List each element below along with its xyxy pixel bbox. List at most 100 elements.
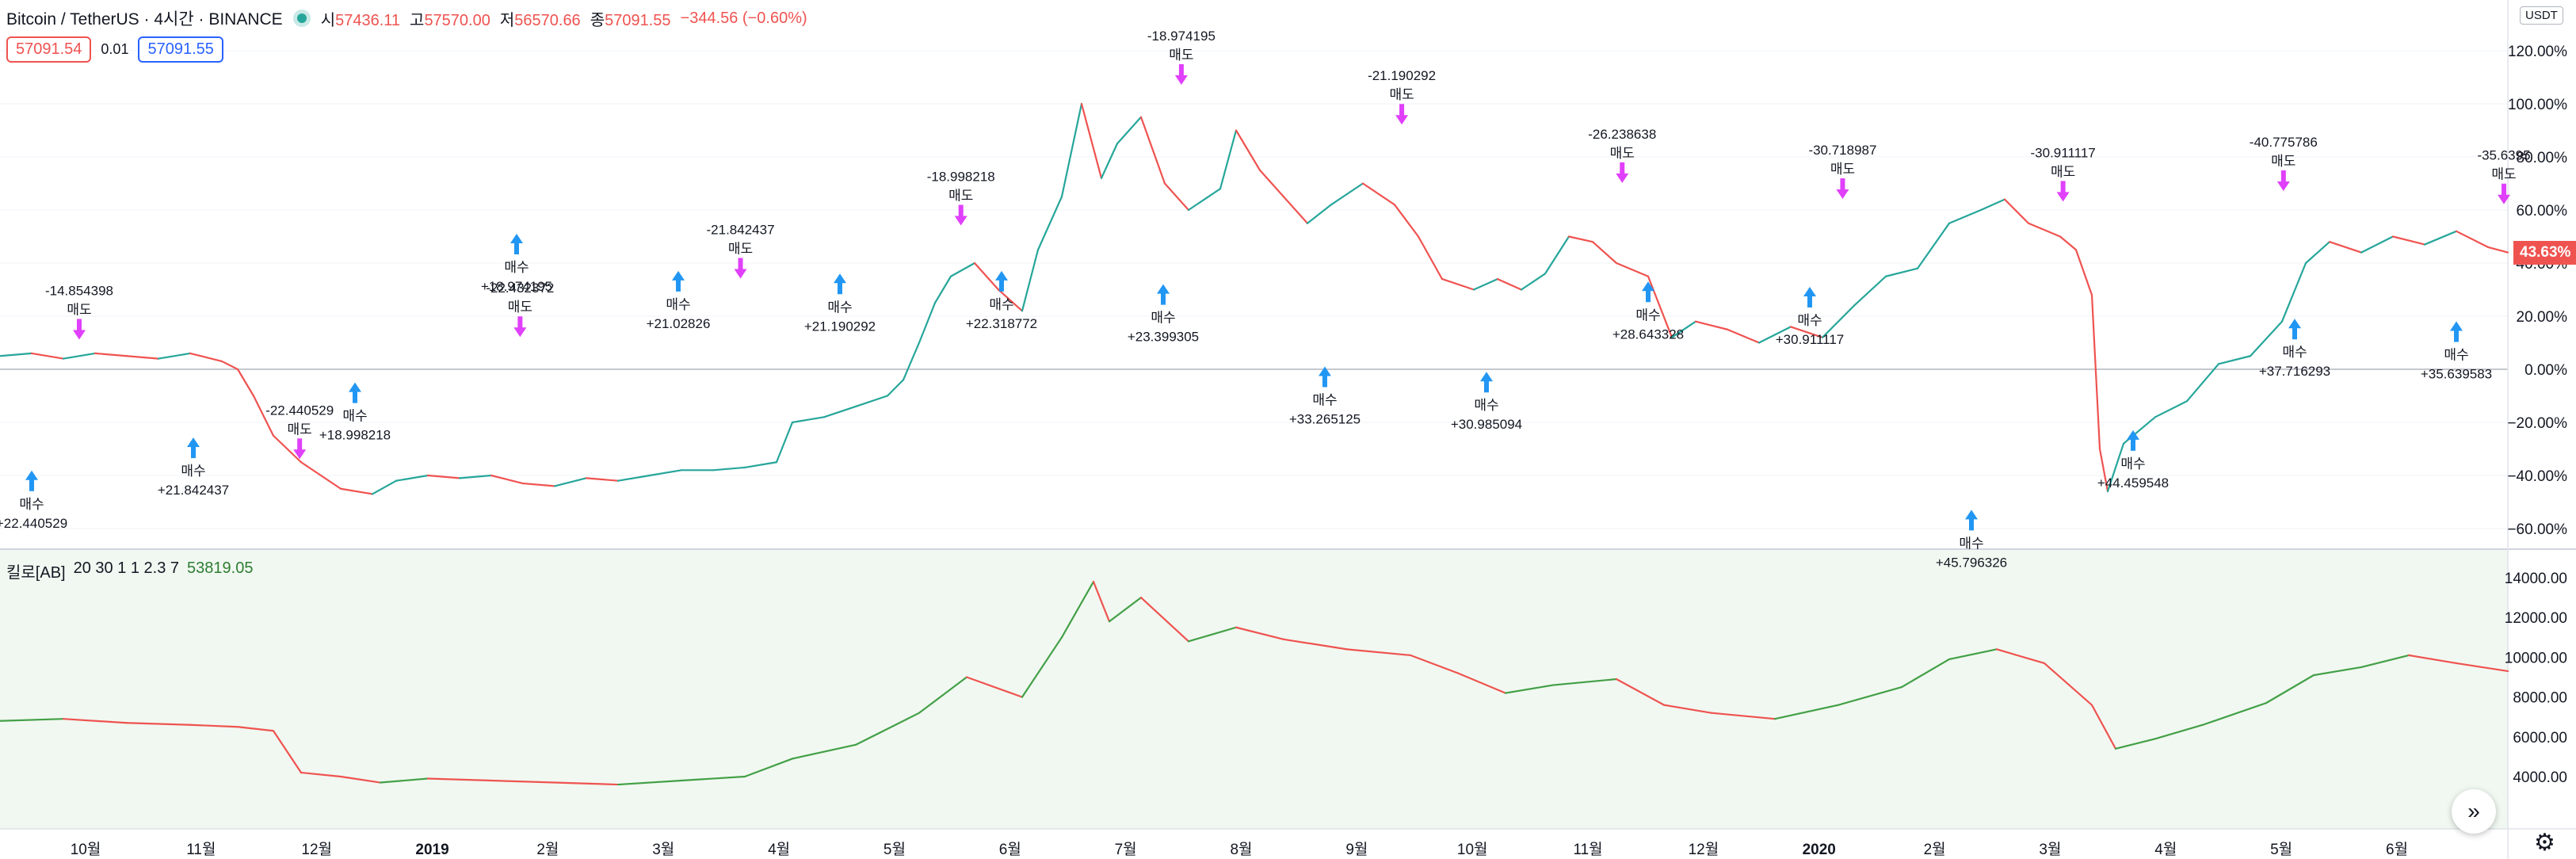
series-segment-up — [1472, 278, 1499, 291]
indicator-axis[interactable]: 14000.00 12000.00 10000.00 8000.00 6000.00 40… — [2505, 571, 2567, 786]
buy-signal-word: 매수 — [1797, 313, 1822, 329]
series-segment-up — [2114, 738, 2157, 750]
series-segment-up — [918, 302, 937, 344]
sell-arrow-icon — [1616, 162, 1629, 183]
price-tick-label: 0.00% — [2524, 362, 2567, 379]
indicator-series — [0, 580, 2509, 786]
buy-signal-word: 매수 — [2444, 348, 2468, 364]
buy-signal-word: 매수 — [1474, 398, 1498, 414]
time-tick-label: 10월 — [1457, 841, 1488, 858]
series-segment-down — [125, 722, 192, 726]
series-segment-down — [1441, 278, 1475, 291]
buy-price-button[interactable]: 57091.55 — [138, 36, 223, 63]
sell-signal-label: -21.190292 — [1368, 68, 1436, 83]
buy-signal-word: 매수 — [2282, 345, 2307, 361]
series-segment-down — [1361, 182, 1396, 206]
series-segment-up — [1916, 222, 1951, 269]
series-segment-up — [933, 275, 952, 304]
indicator-legend[interactable]: 킬로[AB] 20 30 1 1 2.3 7 53819.05 — [6, 559, 253, 582]
series-segment-up — [791, 743, 857, 760]
time-tick-label: 2월 — [536, 841, 559, 858]
buy-arrow-icon — [2127, 430, 2139, 451]
time-tick-label: 5월 — [2270, 841, 2292, 858]
sell-price-button[interactable]: 57091.54 — [6, 36, 92, 63]
price-tick-label: −20.00% — [2507, 415, 2567, 432]
currency-label[interactable]: USDT — [2520, 6, 2563, 25]
series-segment-down — [2486, 246, 2509, 254]
symbol-title[interactable]: Bitcoin / TetherUS · 4시간 · BINANCE — [6, 10, 283, 29]
price-tick-label: 100.00% — [2508, 97, 2567, 113]
series-segment-up — [1504, 684, 1555, 694]
indicator-tick-label: 14000.00 — [2505, 571, 2567, 587]
indicator-tick-label: 12000.00 — [2505, 610, 2567, 627]
settings-gear-icon[interactable]: ⚙ — [2534, 830, 2555, 856]
sell-arrow-icon — [1836, 178, 1849, 199]
indicator-value: 53819.05 — [187, 559, 254, 577]
sell-signal-label: -26.238638 — [1588, 127, 1656, 142]
series-segment-down — [965, 676, 1024, 698]
series-segment-up — [2249, 320, 2284, 357]
series-segment-up — [2312, 666, 2363, 677]
sell-signal-word: 매도 — [288, 422, 312, 437]
buy-arrow-icon — [834, 273, 846, 295]
series-segment-up — [743, 461, 778, 469]
buy-signal-word: 매수 — [827, 300, 852, 315]
buy-signal-label: +18.974195 — [481, 279, 552, 294]
series-segment-up — [2154, 400, 2189, 418]
buy-signal-label: +28.643328 — [1612, 326, 1684, 342]
series-segment-up — [1757, 326, 1792, 344]
series-segment-up — [1060, 102, 1083, 198]
series-segment-down — [1235, 129, 1261, 171]
series-segment-down — [236, 726, 275, 732]
trade-signals: 매수 +22.440529 매수 +21.842437 매수 +18.998218 매수 +1… — [0, 29, 2531, 570]
buy-arrow-icon — [995, 270, 1008, 292]
sell-arrow-icon — [1395, 104, 1409, 125]
series-segment-up — [616, 474, 651, 482]
series-segment-down — [2328, 241, 2363, 254]
series-segment-up — [1060, 580, 1095, 639]
series-segment-down — [1092, 580, 1111, 623]
indicator-params: 20 30 1 1 2.3 7 — [73, 559, 180, 577]
time-axis[interactable]: 10월 11월 12월 2019 2월 3월 4월 5월 6월 7월 8월 9월 10월 11월 12월 20… — [71, 841, 2408, 858]
series-segment-down — [339, 775, 382, 784]
sell-signal-word: 매도 — [2271, 154, 2296, 170]
series-segment-down — [220, 360, 239, 371]
quote-boxes: 57091.54 0.01 57091.55 — [6, 36, 223, 63]
scroll-to-realtime-button[interactable]: » — [2452, 789, 2496, 834]
series-segment-down — [1710, 712, 1776, 720]
series-segment-up — [0, 352, 33, 357]
buy-arrow-icon — [2288, 319, 2301, 340]
spread-value: 0.01 — [101, 41, 129, 57]
series-segment-down — [1591, 241, 1618, 265]
series-segment-up — [1100, 143, 1119, 179]
series-segment-up — [648, 469, 683, 477]
series-segment-up — [379, 777, 429, 784]
indicator-tick-label: 8000.00 — [2513, 690, 2567, 707]
time-tick-label: 10월 — [71, 841, 101, 858]
symbol-legend[interactable]: Bitcoin / TetherUS · 4시간 · BINANCE 시5743… — [6, 6, 807, 30]
buy-signal-word: 매수 — [1312, 393, 1337, 409]
sell-signal-label: -22.432372 — [486, 281, 554, 296]
series-segment-down — [339, 487, 374, 495]
time-tick-label: 4월 — [2154, 841, 2177, 858]
series-segment-down — [1163, 182, 1190, 212]
series-segment-down — [1726, 328, 1761, 344]
time-tick-label: 6월 — [2386, 841, 2408, 858]
indicator-tick-label: 10000.00 — [2505, 650, 2567, 666]
price-axis[interactable]: 120.00%100.00%80.00%60.00%40.00%20.00%0.… — [2507, 44, 2567, 538]
sell-signal-label: -40.775786 — [2250, 135, 2318, 150]
buy-signal-label: +23.399305 — [1128, 330, 1199, 345]
series-segment-down — [553, 781, 620, 786]
double-chevron-right-icon: » — [2467, 799, 2480, 823]
sell-signal-word: 매도 — [508, 300, 532, 315]
series-segment-down — [1417, 235, 1444, 281]
time-tick-label: 2020 — [1803, 842, 1836, 858]
series-segment-up — [2360, 235, 2395, 254]
sell-arrow-icon — [293, 438, 307, 460]
series-segment-down — [426, 777, 493, 782]
series-segment-down — [300, 461, 342, 490]
buy-signal-word: 매수 — [2120, 456, 2145, 472]
buy-arrow-icon — [1157, 284, 1170, 305]
indicator-name[interactable]: 킬로[AB] — [6, 564, 66, 582]
